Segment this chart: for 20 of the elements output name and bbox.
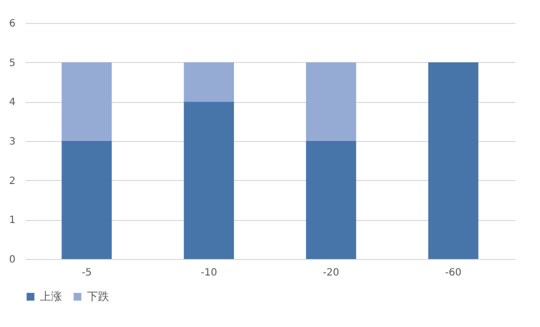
x-tick-label: -60 bbox=[445, 268, 462, 278]
bar bbox=[184, 62, 234, 102]
y-tick-label: 4 bbox=[9, 97, 16, 108]
y-tick-label: 1 bbox=[9, 215, 16, 226]
y-tick-label: 2 bbox=[9, 176, 16, 187]
y-tick-label: 5 bbox=[9, 58, 16, 69]
x-tick-label: -5 bbox=[82, 268, 92, 278]
bar bbox=[62, 141, 112, 259]
y-tick-label: 0 bbox=[9, 254, 16, 266]
bar bbox=[306, 141, 356, 259]
x-tick-label: -10 bbox=[200, 268, 218, 278]
y-tick-label: 3 bbox=[9, 136, 16, 148]
bar bbox=[184, 102, 234, 259]
bar bbox=[62, 62, 112, 141]
x-tick-label: -20 bbox=[322, 268, 340, 278]
legend-label: 下跌 bbox=[87, 290, 109, 303]
y-tick-label: 6 bbox=[9, 18, 16, 30]
legend-label: 上涨 bbox=[40, 290, 62, 303]
bar bbox=[306, 62, 356, 141]
bar bbox=[428, 62, 478, 259]
